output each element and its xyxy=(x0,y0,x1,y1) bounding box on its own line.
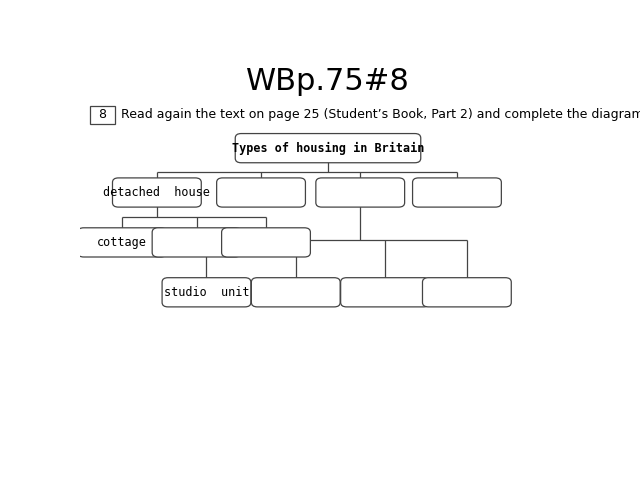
FancyBboxPatch shape xyxy=(113,178,201,207)
FancyBboxPatch shape xyxy=(162,278,251,307)
Text: Read again the text on page 25 (Student’s Book, Part 2) and complete the diagram: Read again the text on page 25 (Student’… xyxy=(121,108,640,121)
Text: Types of housing in Britain: Types of housing in Britain xyxy=(232,142,424,155)
FancyBboxPatch shape xyxy=(221,228,310,257)
Text: detached  house: detached house xyxy=(104,186,211,199)
FancyBboxPatch shape xyxy=(90,106,115,124)
Text: studio  unit: studio unit xyxy=(164,286,249,299)
FancyBboxPatch shape xyxy=(236,133,420,163)
FancyBboxPatch shape xyxy=(422,278,511,307)
FancyBboxPatch shape xyxy=(217,178,305,207)
FancyBboxPatch shape xyxy=(340,278,429,307)
FancyBboxPatch shape xyxy=(152,228,241,257)
FancyBboxPatch shape xyxy=(252,278,340,307)
Text: WBp.75#8: WBp.75#8 xyxy=(246,67,410,96)
Text: cottage: cottage xyxy=(97,236,147,249)
FancyBboxPatch shape xyxy=(413,178,501,207)
Text: 8: 8 xyxy=(99,108,106,121)
FancyBboxPatch shape xyxy=(316,178,404,207)
FancyBboxPatch shape xyxy=(78,228,166,257)
